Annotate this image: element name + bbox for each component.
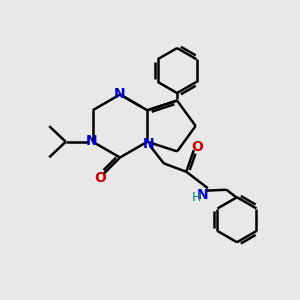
Text: N: N — [143, 136, 154, 151]
Text: O: O — [94, 171, 106, 184]
Text: N: N — [85, 134, 97, 148]
Text: O: O — [191, 140, 203, 154]
Text: H: H — [192, 191, 201, 204]
Text: N: N — [197, 188, 208, 202]
Text: N: N — [114, 87, 126, 101]
